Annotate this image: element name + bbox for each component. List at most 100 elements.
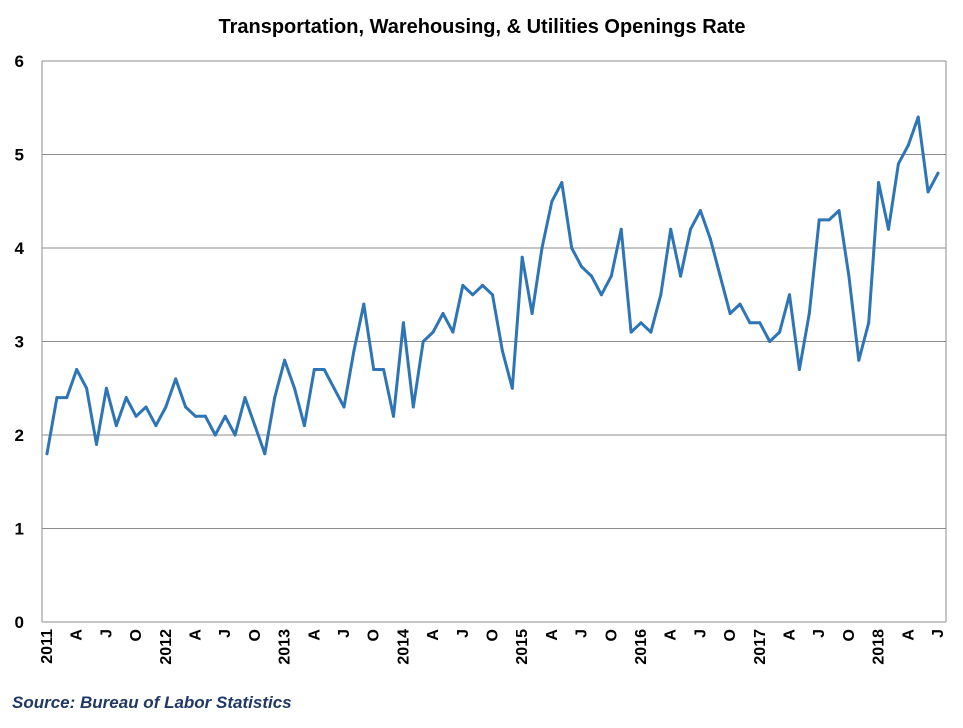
data-point: [184, 405, 188, 409]
data-point: [877, 181, 881, 185]
x-tick-label: J: [336, 629, 353, 638]
x-tick-label: O: [722, 629, 739, 641]
data-point: [441, 312, 445, 315]
data-point: [273, 396, 277, 400]
data-point: [382, 368, 386, 371]
data-point: [372, 368, 376, 371]
data-point: [906, 143, 910, 147]
y-tick-label: 5: [15, 146, 24, 165]
y-tick-label: 6: [15, 52, 24, 71]
data-point: [154, 424, 158, 428]
data-point: [283, 358, 287, 362]
data-point: [144, 405, 148, 409]
x-tick-label: 2018: [871, 629, 888, 665]
data-point: [491, 293, 494, 297]
data-point: [253, 424, 257, 428]
data-point: [134, 414, 138, 418]
data-point: [926, 190, 930, 194]
x-tick-label: A: [425, 629, 442, 641]
x-tick-label: O: [841, 629, 858, 641]
x-tick-label: J: [217, 629, 234, 638]
data-point: [342, 405, 346, 409]
y-axis-ticks: 0 1 2 3 4 5 6: [15, 52, 25, 632]
data-point: [510, 386, 514, 390]
data-point: [174, 377, 178, 381]
data-point: [887, 227, 890, 231]
data-point: [451, 330, 455, 334]
data-point: [332, 386, 336, 390]
data-point: [807, 312, 811, 315]
data-point: [312, 368, 316, 371]
data-point: [609, 274, 613, 278]
x-tick-label: J: [98, 629, 115, 638]
x-tick-label: J: [930, 629, 947, 638]
data-point: [45, 452, 49, 456]
x-tick-label: 2014: [395, 629, 412, 665]
data-point: [837, 209, 841, 213]
data-point: [243, 396, 247, 400]
data-point: [689, 227, 692, 231]
data-point: [570, 246, 574, 250]
data-point: [936, 171, 940, 175]
x-tick-label: O: [485, 629, 502, 641]
data-point: [738, 302, 742, 306]
source-note: Source: Bureau of Labor Statistics: [12, 693, 292, 712]
data-point: [916, 115, 920, 119]
x-tick-label: A: [69, 629, 86, 641]
data-point: [411, 405, 415, 409]
gridlines: [42, 60, 946, 529]
data-point: [669, 227, 673, 231]
x-tick-label: A: [306, 629, 323, 641]
data-point: [896, 162, 900, 166]
data-point: [659, 293, 663, 297]
x-axis-ticks: 2011 A J O 2012 A J O 2013 A J O 2014 A J O 2015 A J O 2016 A…: [39, 629, 947, 665]
data-point: [431, 330, 435, 334]
data-point: [797, 368, 801, 371]
y-tick-label: 2: [15, 426, 24, 445]
x-tick-label: 2015: [514, 629, 531, 665]
data-point: [728, 312, 732, 315]
x-tick-label: A: [782, 629, 799, 641]
x-tick-label: J: [692, 629, 709, 638]
data-point: [352, 349, 356, 353]
data-point: [817, 218, 821, 222]
data-point: [65, 396, 69, 400]
data-point: [213, 433, 217, 437]
y-tick-label: 0: [15, 613, 24, 632]
x-tick-label: 2017: [752, 629, 769, 665]
data-point: [124, 396, 128, 400]
data-point: [302, 424, 306, 428]
data-point: [471, 293, 475, 297]
data-point: [708, 237, 712, 241]
data-point: [461, 283, 465, 287]
series-line: [45, 115, 940, 456]
data-point: [599, 293, 603, 297]
data-point: [85, 386, 89, 390]
data-point: [847, 274, 851, 278]
data-point: [758, 321, 762, 325]
data-point: [421, 340, 425, 343]
data-point: [698, 209, 702, 213]
data-point: [203, 414, 207, 418]
data-point: [590, 274, 593, 278]
data-point: [263, 452, 267, 456]
x-tick-label: 2012: [158, 629, 175, 665]
x-tick-label: 2011: [39, 629, 56, 664]
data-point: [580, 265, 584, 269]
data-point: [481, 283, 485, 287]
data-point: [560, 181, 564, 185]
data-point: [322, 368, 326, 371]
y-tick-label: 4: [15, 239, 25, 258]
x-tick-label: J: [455, 629, 472, 638]
data-point: [362, 302, 366, 306]
data-point: [223, 414, 227, 418]
data-point: [75, 368, 79, 371]
data-point: [679, 274, 683, 278]
data-point: [629, 330, 633, 334]
x-tick-label: O: [366, 629, 383, 641]
data-point: [748, 321, 752, 325]
x-tick-label: A: [663, 629, 680, 641]
data-point: [55, 396, 59, 400]
x-tick-label: O: [247, 629, 264, 641]
x-tick-label: J: [574, 629, 591, 638]
